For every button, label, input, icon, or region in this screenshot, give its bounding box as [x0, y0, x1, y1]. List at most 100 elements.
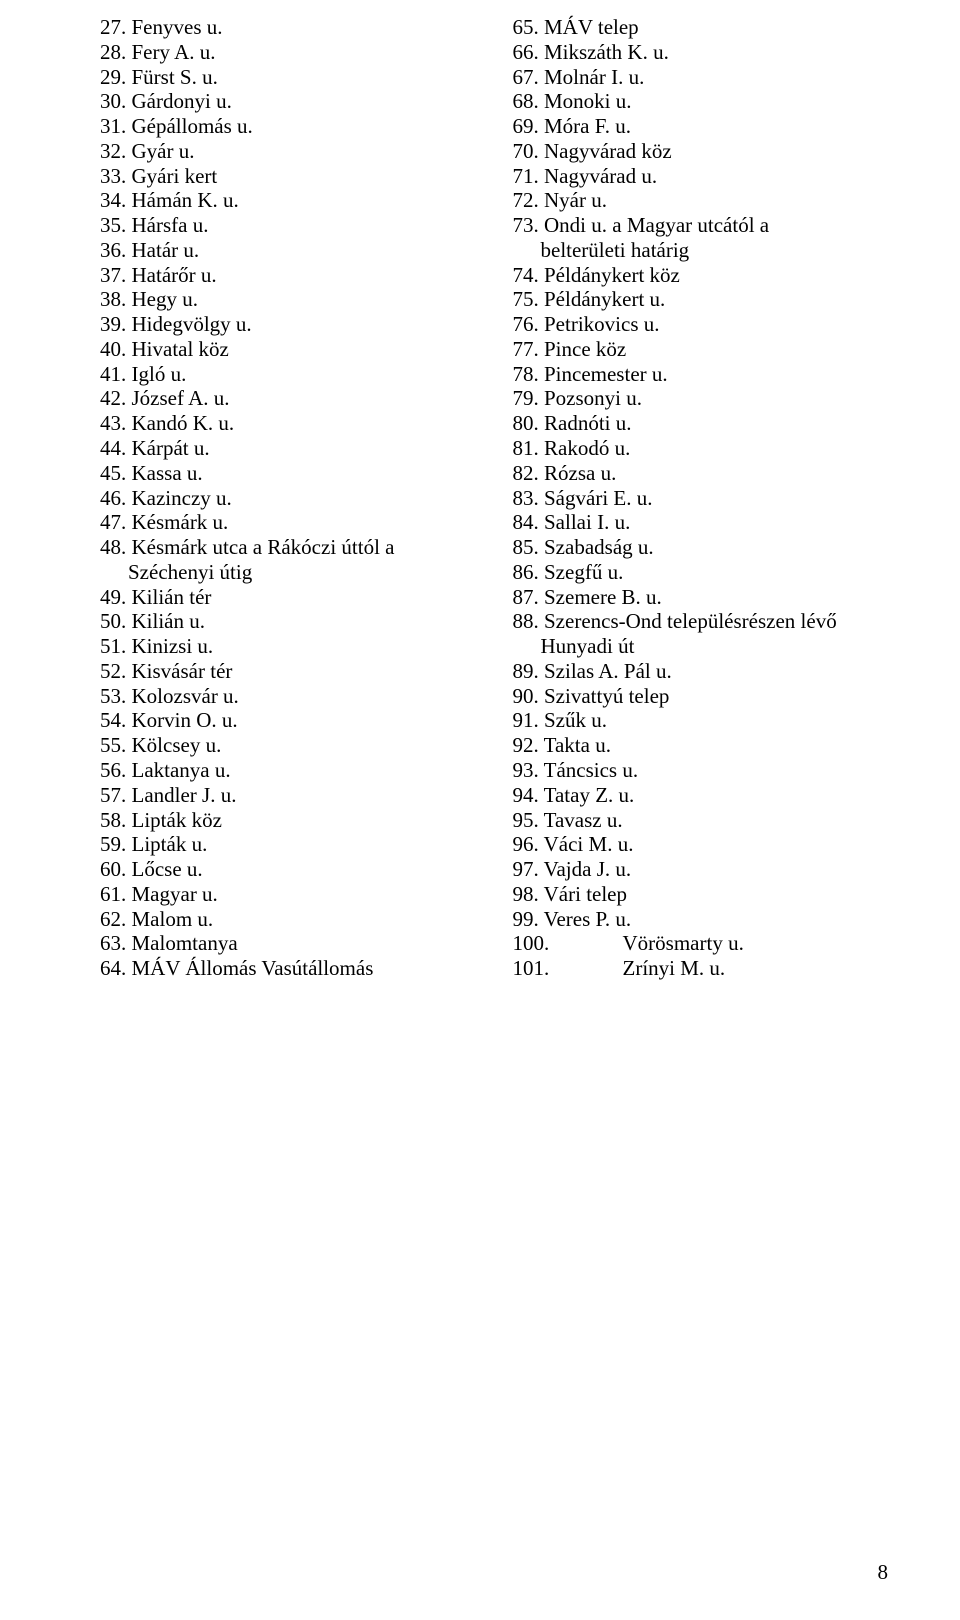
item-number: 83.: [513, 486, 545, 510]
item-number: 48.: [100, 535, 132, 559]
list-item: 62. Malom u.: [100, 907, 483, 932]
list-item: 29. Fürst S. u.: [100, 65, 483, 90]
item-text: Pozsonyi u.: [544, 386, 642, 410]
item-number: 79.: [513, 386, 545, 410]
item-number: 36.: [100, 238, 132, 262]
item-number: 32.: [100, 139, 132, 163]
list-item: 33. Gyári kert: [100, 164, 483, 189]
list-item: 69. Móra F. u.: [513, 114, 896, 139]
list-item: 96. Váci M. u.: [513, 832, 896, 857]
item-text: Példánykert köz: [544, 263, 680, 287]
item-text: Szűk u.: [544, 708, 607, 732]
list-item: 82. Rózsa u.: [513, 461, 896, 486]
list-item: 36. Határ u.: [100, 238, 483, 263]
item-text: Kinizsi u.: [132, 634, 214, 658]
list-item: 88. Szerencs-Ond településrészen lévő: [513, 609, 896, 634]
item-number: 37.: [100, 263, 132, 287]
list-item: 76. Petrikovics u.: [513, 312, 896, 337]
item-number: 101.: [513, 956, 623, 981]
item-number: 42.: [100, 386, 132, 410]
list-item: 93. Táncsics u.: [513, 758, 896, 783]
item-text: Rakodó u.: [544, 436, 630, 460]
item-number: 47.: [100, 510, 132, 534]
item-text: Korvin O. u.: [132, 708, 238, 732]
item-number: 78.: [513, 362, 545, 386]
item-text: Zrínyi M. u.: [623, 956, 726, 980]
item-text: Tavasz u.: [544, 808, 623, 832]
item-number: 33.: [100, 164, 132, 188]
list-item: 59. Lipták u.: [100, 832, 483, 857]
list-item: 100.Vörösmarty u.: [513, 931, 896, 956]
list-item: 43. Kandó K. u.: [100, 411, 483, 436]
item-number: 45.: [100, 461, 132, 485]
list-item: 99. Veres P. u.: [513, 907, 896, 932]
item-text: Malomtanya: [132, 931, 238, 955]
item-text: Lipták köz: [132, 808, 222, 832]
item-text: Vári telep: [544, 882, 627, 906]
item-number: 34.: [100, 188, 132, 212]
list-item: 72. Nyár u.: [513, 188, 896, 213]
item-number: 46.: [100, 486, 132, 510]
item-number: 28.: [100, 40, 132, 64]
item-number: 98.: [513, 882, 544, 906]
right-column: 65. MÁV telep66. Mikszáth K. u.67. Molná…: [513, 15, 896, 981]
item-number: 43.: [100, 411, 132, 435]
list-item: 77. Pince köz: [513, 337, 896, 362]
item-number: 27.: [100, 15, 132, 39]
item-text: Kolozsvár u.: [132, 684, 239, 708]
item-text: Móra F. u.: [544, 114, 631, 138]
list-item: 31. Gépállomás u.: [100, 114, 483, 139]
item-text: Kandó K. u.: [132, 411, 235, 435]
item-number: 38.: [100, 287, 132, 311]
item-text: Radnóti u.: [544, 411, 632, 435]
item-text: Nagyvárad u.: [544, 164, 657, 188]
list-item: 40. Hivatal köz: [100, 337, 483, 362]
item-number: 87.: [513, 585, 545, 609]
list-item: 50. Kilián u.: [100, 609, 483, 634]
left-column: 27. Fenyves u.28. Fery A. u.29. Fürst S.…: [100, 15, 483, 981]
item-text: Ságvári E. u.: [544, 486, 652, 510]
list-item: 101.Zrínyi M. u.: [513, 956, 896, 981]
item-text: Sallai I. u.: [544, 510, 630, 534]
item-text: Késmárk utca a Rákóczi úttól a: [132, 535, 395, 559]
item-text: Hidegvölgy u.: [132, 312, 252, 336]
item-number: 65.: [513, 15, 545, 39]
item-number: 73.: [513, 213, 545, 237]
list-item: 84. Sallai I. u.: [513, 510, 896, 535]
item-text: Hegy u.: [132, 287, 199, 311]
item-text: Pincemester u.: [544, 362, 668, 386]
list-item: 70. Nagyvárad köz: [513, 139, 896, 164]
list-item: 61. Magyar u.: [100, 882, 483, 907]
item-text: Határőr u.: [132, 263, 217, 287]
item-text: Hámán K. u.: [132, 188, 239, 212]
list-item: 98. Vári telep: [513, 882, 896, 907]
item-number: 88.: [513, 609, 545, 633]
item-text: Lipták u.: [132, 832, 208, 856]
list-item: 78. Pincemester u.: [513, 362, 896, 387]
item-number: 66.: [513, 40, 545, 64]
item-text: Szerencs-Ond településrészen lévő: [544, 609, 837, 633]
item-text: Tatay Z. u.: [544, 783, 635, 807]
item-number: 67.: [513, 65, 545, 89]
item-text: Ondi u. a Magyar utcától a: [544, 213, 769, 237]
item-number: 69.: [513, 114, 545, 138]
item-number: 85.: [513, 535, 545, 559]
list-item: 64. MÁV Állomás Vasútállomás: [100, 956, 483, 981]
item-number: 49.: [100, 585, 132, 609]
item-text: Igló u.: [132, 362, 187, 386]
item-number: 71.: [513, 164, 545, 188]
item-text: Kisvásár tér: [132, 659, 233, 683]
item-text: Gyár u.: [132, 139, 195, 163]
list-item: 68. Monoki u.: [513, 89, 896, 114]
list-item: 39. Hidegvölgy u.: [100, 312, 483, 337]
item-number: 51.: [100, 634, 132, 658]
item-text: Fenyves u.: [132, 15, 223, 39]
item-number: 86.: [513, 560, 545, 584]
item-number: 84.: [513, 510, 545, 534]
item-number: 93.: [513, 758, 544, 782]
item-text: Szegfű u.: [544, 560, 623, 584]
item-number: 76.: [513, 312, 545, 336]
item-number: 95.: [513, 808, 544, 832]
list-item: 97. Vajda J. u.: [513, 857, 896, 882]
list-item: 54. Korvin O. u.: [100, 708, 483, 733]
